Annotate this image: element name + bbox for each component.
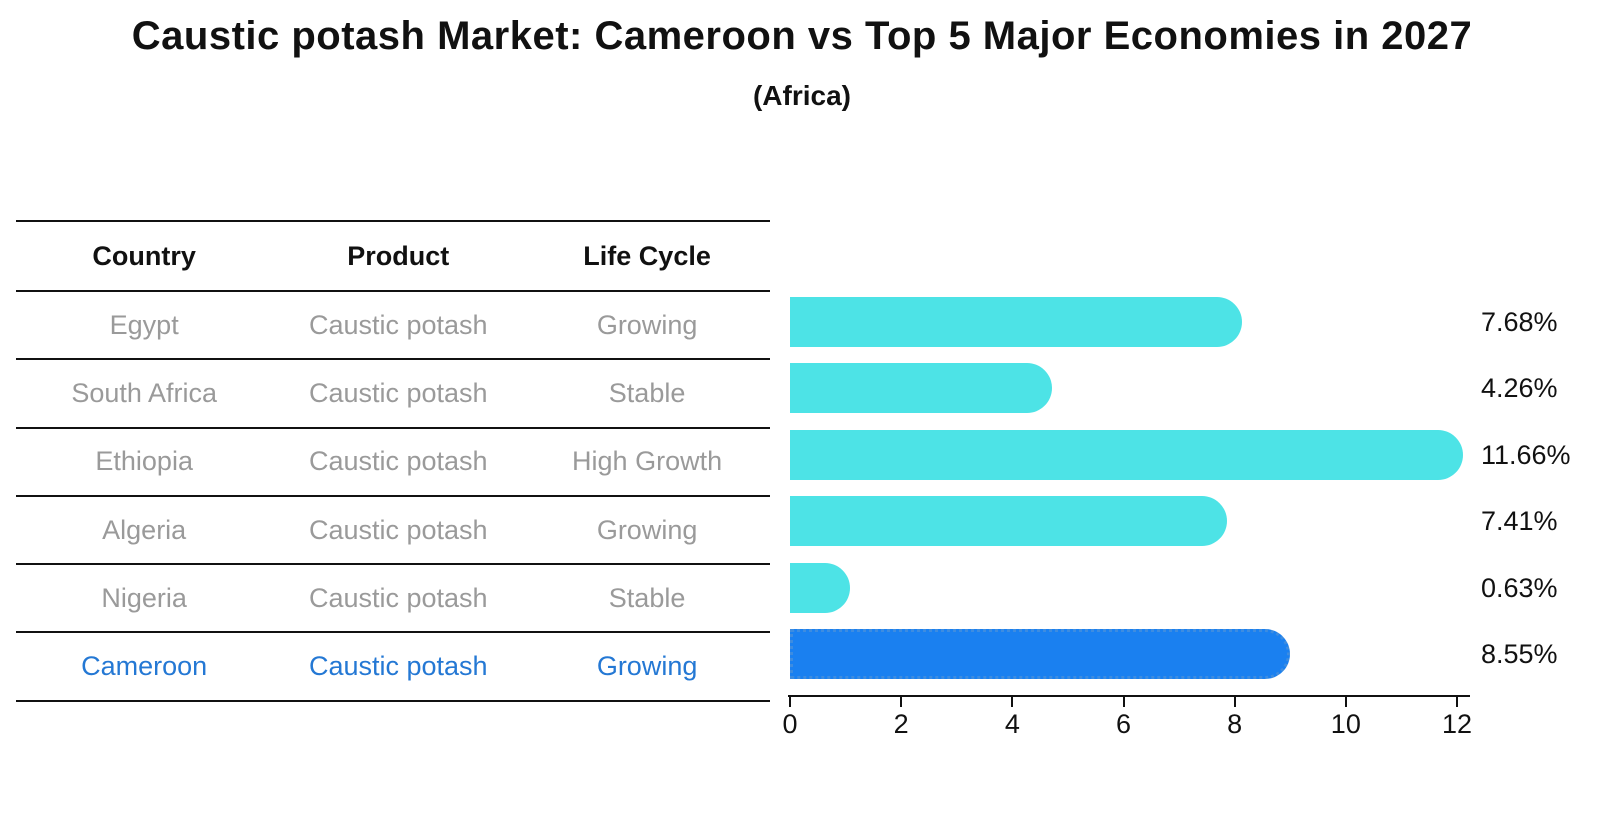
column-header-country: Country <box>92 240 196 271</box>
cell-product: Caustic potash <box>308 582 488 613</box>
x-axis-tick <box>1233 697 1236 707</box>
x-axis-tick <box>1122 697 1125 707</box>
x-axis-tick <box>900 697 903 707</box>
x-axis-tick <box>1344 697 1347 707</box>
value-label-ethiopia: 11.66% <box>1481 439 1571 470</box>
cell-product: Caustic potash <box>308 514 488 545</box>
column-header-product: Product <box>347 240 450 271</box>
table-header-row: Country Product Life Cycle <box>16 222 770 292</box>
table-row-south-africa: South Africa Caustic potash Stable <box>16 360 770 429</box>
cell-product: Caustic potash <box>308 377 488 408</box>
cell-life-cycle: Stable <box>608 377 686 408</box>
cell-product: Caustic potash <box>308 309 488 340</box>
x-axis-tick-label: 4 <box>1004 709 1020 739</box>
x-axis-tick <box>789 697 791 707</box>
x-axis-tick <box>1011 697 1014 707</box>
cell-life-cycle: Growing <box>596 651 698 682</box>
cell-life-cycle: High Growth <box>572 446 723 477</box>
x-axis-tick-label: 0 <box>782 709 798 739</box>
chart-subtitle: (Africa) <box>752 80 851 111</box>
x-axis-line <box>788 695 1470 697</box>
table-row-cameroon: Cameroon Caustic potash Growing <box>16 633 770 702</box>
bar-south-africa <box>790 363 1052 414</box>
bar-ethiopia <box>790 429 1464 480</box>
chart-title: Caustic potash Market: Cameroon vs Top 5… <box>131 14 1473 58</box>
bar-egypt <box>790 297 1242 347</box>
cell-product: Caustic potash <box>308 651 488 682</box>
cell-country: South Africa <box>71 377 217 408</box>
cell-country: Egypt <box>109 309 179 340</box>
cell-country: Ethiopia <box>95 446 193 477</box>
value-label-cameroon: 8.55% <box>1481 639 1558 669</box>
table-row-egypt: Egypt Caustic potash Growing <box>16 292 770 361</box>
table-row-algeria: Algeria Caustic potash Growing <box>16 497 770 566</box>
table-row-nigeria: Nigeria Caustic potash Stable <box>16 565 770 634</box>
bar-plot-area <box>790 0 1490 700</box>
table-row-ethiopia: Ethiopia Caustic potash High Growth <box>16 429 770 497</box>
cell-product: Caustic potash <box>308 446 488 477</box>
cell-life-cycle: Stable <box>608 582 686 613</box>
cell-life-cycle: Growing <box>596 514 698 545</box>
country-table: Country Product Life Cycle Egypt Caustic… <box>16 220 770 702</box>
bar-nigeria <box>790 562 851 613</box>
value-label-egypt: 7.68% <box>1481 307 1558 337</box>
value-label-nigeria: 0.63% <box>1481 572 1558 603</box>
column-header-life-cycle: Life Cycle <box>583 240 711 271</box>
x-axis-tick-label: 10 <box>1330 709 1361 739</box>
cell-country: Nigeria <box>101 582 187 613</box>
value-label-south-africa: 4.26% <box>1481 373 1558 404</box>
x-axis: 0 2 4 6 8 10 12 <box>782 695 1473 740</box>
x-axis-tick-label: 12 <box>1441 709 1473 739</box>
x-axis-tick-label: 8 <box>1227 709 1243 739</box>
x-axis-tick-label: 6 <box>1115 709 1132 739</box>
value-label-algeria: 7.41% <box>1481 506 1558 537</box>
x-axis-tick-label: 2 <box>893 709 909 739</box>
bar-algeria <box>790 496 1227 547</box>
bar-cameroon <box>790 629 1291 679</box>
cell-life-cycle: Growing <box>596 309 698 340</box>
cell-country: Algeria <box>102 514 187 545</box>
x-axis-tick <box>1456 697 1458 707</box>
cell-country: Cameroon <box>81 651 208 682</box>
